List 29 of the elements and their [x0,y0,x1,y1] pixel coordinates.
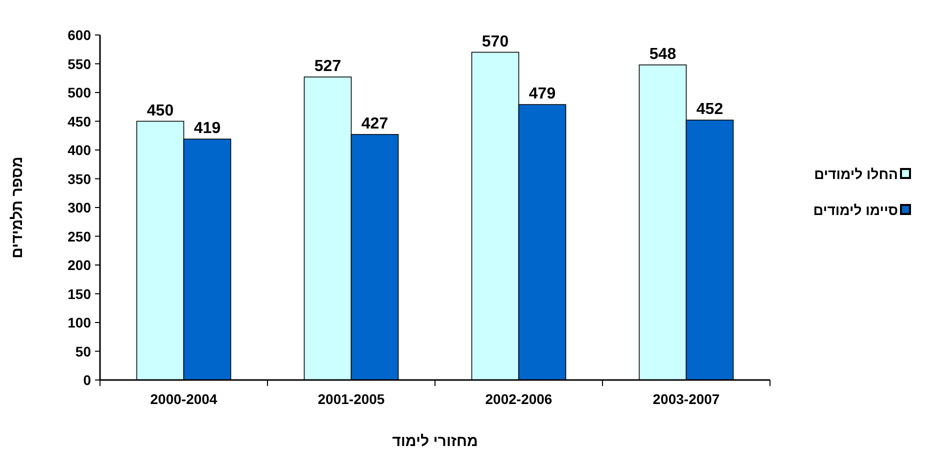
data-label: 427 [361,115,388,132]
data-label: 419 [194,120,221,138]
x-tick-label: 2000-2004 [150,391,218,407]
legend-label: החלו לימודים [814,166,898,182]
x-tick-label: 2002-2006 [485,391,552,407]
y-tick-label: 550 [68,56,92,72]
y-tick-label: 250 [68,228,92,244]
y-tick-label: 100 [68,314,92,330]
y-tick-label: 200 [68,257,92,273]
data-label: 450 [146,102,174,120]
x-axis-title: מחזורי לימוד [392,433,478,450]
data-label: 548 [649,46,676,63]
y-tick-label: 150 [68,286,92,302]
y-tick-label: 600 [68,27,92,43]
data-label: 479 [528,86,556,103]
y-tick-label: 500 [68,84,92,100]
legend-label: סיימו לימודים [813,202,898,218]
x-tick-label: 2003-2007 [652,391,720,407]
data-label: 570 [482,33,509,50]
y-tick-label: 450 [68,113,92,130]
y-axis-title: מספר תלמידים [9,156,26,258]
data-label: 452 [696,101,724,118]
data-label: 527 [314,58,342,75]
x-tick-label: 2001-2005 [318,391,385,407]
y-tick-label: 350 [68,170,92,187]
y-tick-label: 300 [68,200,92,216]
y-tick-label: 400 [68,142,92,158]
y-tick-label: 50 [75,343,92,360]
y-tick-label: 0 [83,372,92,388]
